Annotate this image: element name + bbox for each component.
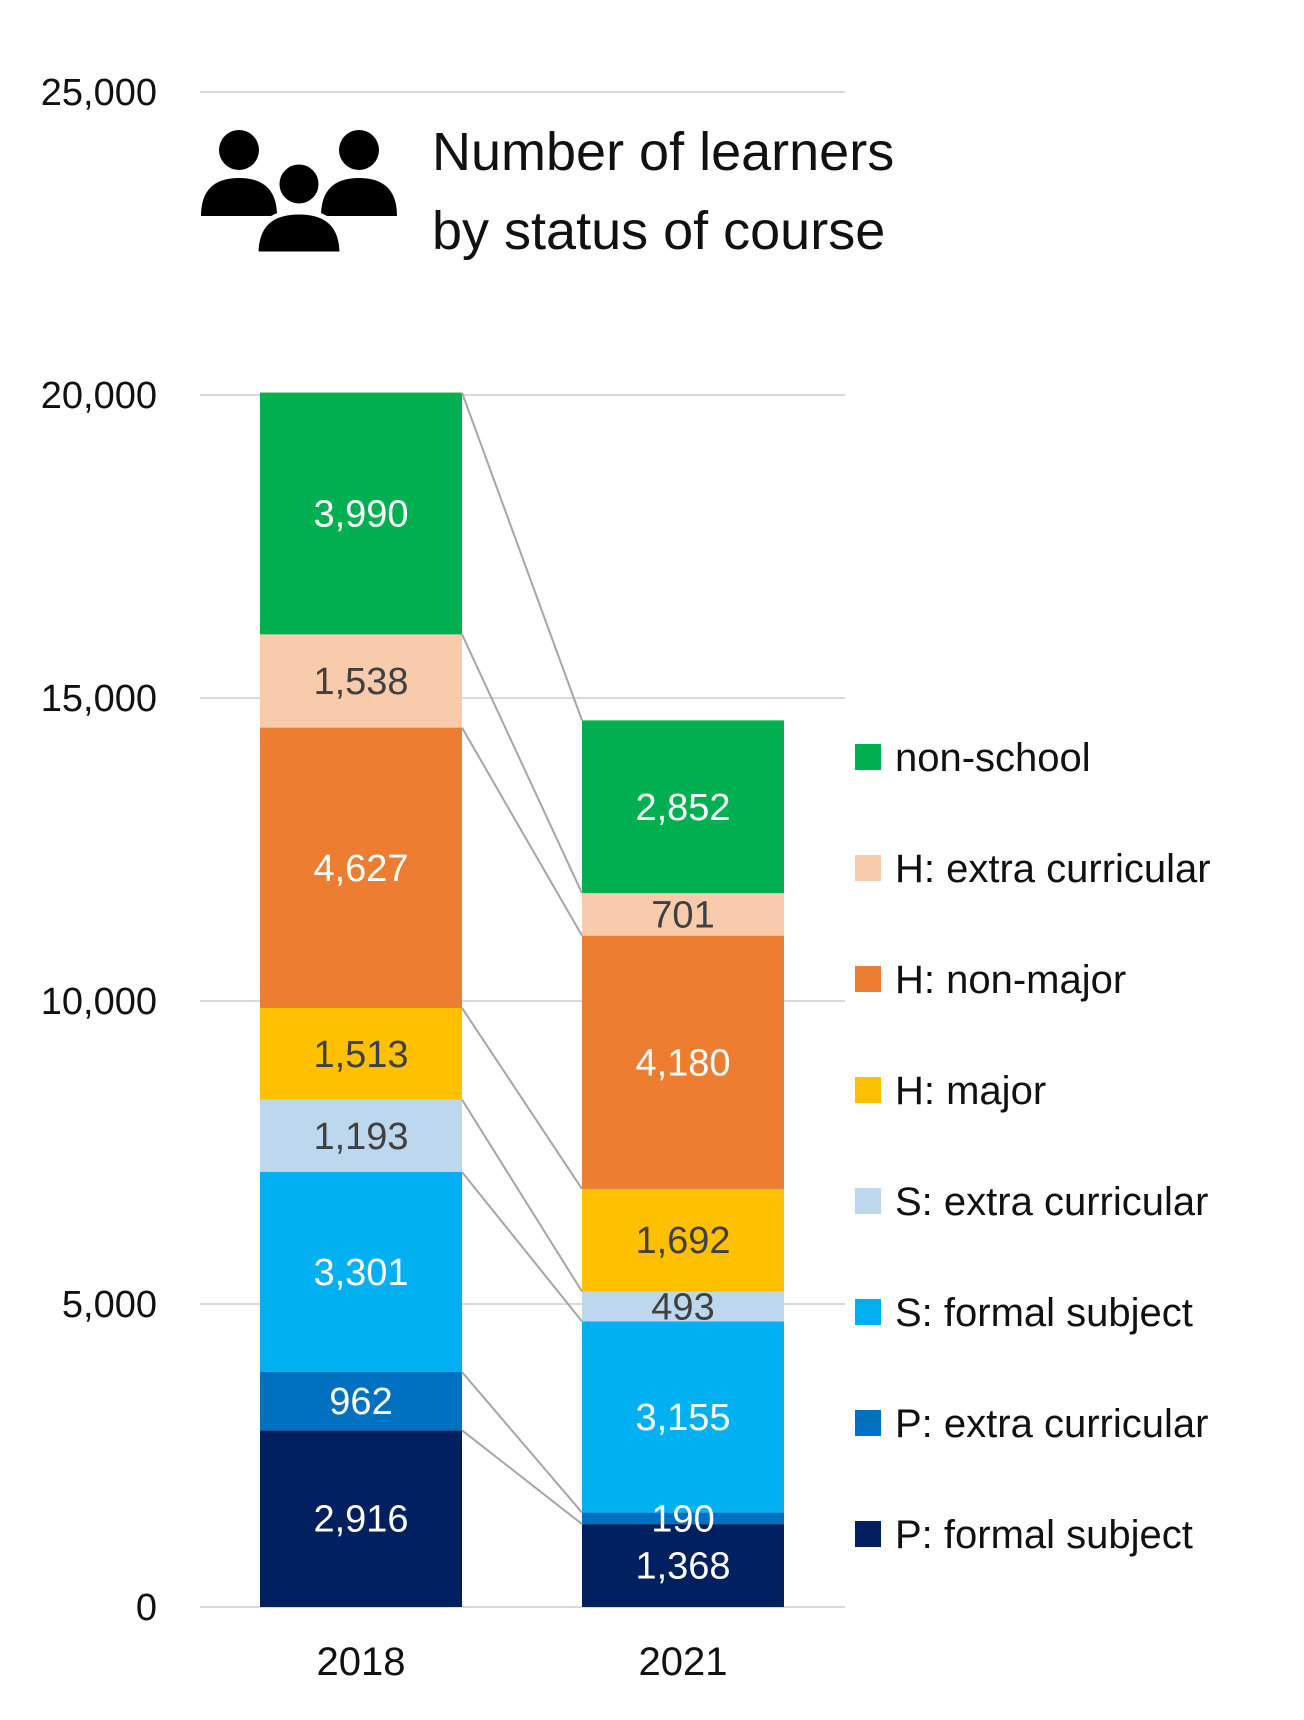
bar-segment-p-extra-curricular-2018: [260, 1371, 462, 1431]
legend-label: non-school: [895, 736, 1091, 780]
data-label-p-formal-subject-2021: 1,368: [635, 1546, 730, 1588]
legend-item-p-formal-subject: P: formal subject: [855, 1513, 1193, 1557]
legend-swatch: [855, 966, 881, 992]
legend-label: P: extra curricular: [895, 1402, 1208, 1446]
data-label-h-major-2021: 1,692: [635, 1220, 730, 1262]
chart-title-group: Number of learners by status of course: [201, 122, 894, 261]
data-label-p-extra-curricular-2018: 962: [329, 1381, 392, 1423]
bar-segment-non-school-2018: [260, 392, 462, 635]
series-line-s-formal-subject: [461, 1171, 583, 1323]
y-tick-label: 0: [136, 1587, 157, 1629]
chart-title-line-2: by status of course: [432, 201, 885, 261]
people-group-icon: [201, 130, 397, 257]
legend-swatch: [855, 1077, 881, 1103]
bar-segment-p-formal-subject-2018: [260, 1430, 462, 1607]
bar-segment-p-formal-subject-2021: [582, 1524, 784, 1607]
legend-label: P: formal subject: [895, 1513, 1193, 1557]
bar-segment-h-extra-curricular-2018: [260, 634, 462, 728]
data-label-non-school-2018: 3,990: [313, 493, 408, 535]
data-label-h-non-major-2018: 4,627: [313, 848, 408, 890]
legend-item-s-formal-subject: S: formal subject: [855, 1291, 1193, 1335]
x-category-label: 2018: [317, 1640, 406, 1684]
bar-segment-s-extra-curricular-2018: [260, 1099, 462, 1172]
bar-segment-h-major-2018: [260, 1007, 462, 1100]
legend-label: H: extra curricular: [895, 847, 1211, 891]
data-label-p-formal-subject-2018: 2,916: [313, 1499, 408, 1541]
legend-swatch: [855, 855, 881, 881]
y-tick-label: 20,000: [41, 375, 157, 417]
bar-segment-p-extra-curricular-2021: [582, 1512, 784, 1525]
legend-swatch: [855, 1299, 881, 1325]
data-label-h-extra-curricular-2021: 701: [651, 894, 714, 936]
legend-swatch: [855, 1410, 881, 1436]
bars: [260, 392, 784, 1607]
data-label-non-school-2021: 2,852: [635, 787, 730, 829]
series-line-h-major: [461, 1007, 583, 1190]
y-tick-label: 10,000: [41, 981, 157, 1023]
series-line-non-school: [461, 392, 583, 721]
legend-label: S: formal subject: [895, 1291, 1193, 1335]
bar-segment-s-formal-subject-2021: [582, 1321, 784, 1513]
bar-segment-s-formal-subject-2018: [260, 1171, 462, 1372]
legend-label: H: major: [895, 1069, 1046, 1113]
data-label-h-major-2018: 1,513: [313, 1034, 408, 1076]
data-label-p-extra-curricular-2021: 190: [651, 1498, 714, 1540]
data-label-s-formal-subject-2021: 3,155: [635, 1397, 730, 1439]
series-line-p-extra-curricular: [461, 1371, 583, 1514]
series-line-h-extra-curricular: [461, 633, 583, 894]
legend-swatch: [855, 744, 881, 770]
data-label-s-extra-curricular-2018: 1,193: [313, 1116, 408, 1158]
data-label-h-extra-curricular-2018: 1,538: [313, 661, 408, 703]
bar-segment-h-extra-curricular-2021: [582, 893, 784, 936]
bar-segment-s-extra-curricular-2021: [582, 1291, 784, 1322]
series-lines: [461, 392, 583, 1525]
legend-label: S: extra curricular: [895, 1180, 1208, 1224]
legend-item-p-extra-curricular: P: extra curricular: [855, 1402, 1208, 1446]
bar-segment-h-major-2021: [582, 1188, 784, 1292]
legend-item-h-non-major: H: non-major: [855, 958, 1126, 1002]
bar-segment-non-school-2021: [582, 720, 784, 894]
y-tick-label: 5,000: [62, 1284, 157, 1326]
data-label-s-extra-curricular-2021: 493: [651, 1286, 714, 1328]
y-tick-label: 15,000: [41, 678, 157, 720]
legend: non-school H: extra curricular H: non-majo…: [855, 736, 1211, 1557]
y-tick-label: 25,000: [41, 72, 157, 114]
legend-item-h-extra-curricular: H: extra curricular: [855, 847, 1211, 891]
bar-segment-h-non-major-2021: [582, 935, 784, 1189]
y-axis: 0 5,000 10,000 15,000 20,000 25,000: [41, 72, 157, 1629]
series-line-h-non-major: [461, 727, 583, 937]
series-line-p-formal-subject: [461, 1429, 583, 1525]
data-label-s-formal-subject-2018: 3,301: [313, 1252, 408, 1294]
legend-item-non-school: non-school: [855, 736, 1091, 780]
legend-swatch: [855, 1188, 881, 1214]
legend-item-h-major: H: major: [855, 1069, 1046, 1113]
chart-title-line-1: Number of learners: [432, 122, 894, 182]
series-line-s-extra-curricular: [461, 1099, 583, 1293]
legend-swatch: [855, 1521, 881, 1547]
data-label-h-non-major-2021: 4,180: [635, 1042, 730, 1084]
data-labels: 2,916 962 3,301 1,193 1,513 4,627 1,538 3,990 1,…: [313, 493, 730, 1587]
bar-segment-h-non-major-2018: [260, 727, 462, 1008]
x-category-label: 2021: [639, 1640, 728, 1684]
legend-label: H: non-major: [895, 958, 1126, 1002]
legend-item-s-extra-curricular: S: extra curricular: [855, 1180, 1208, 1224]
x-axis: 2018 2021: [317, 1640, 728, 1684]
